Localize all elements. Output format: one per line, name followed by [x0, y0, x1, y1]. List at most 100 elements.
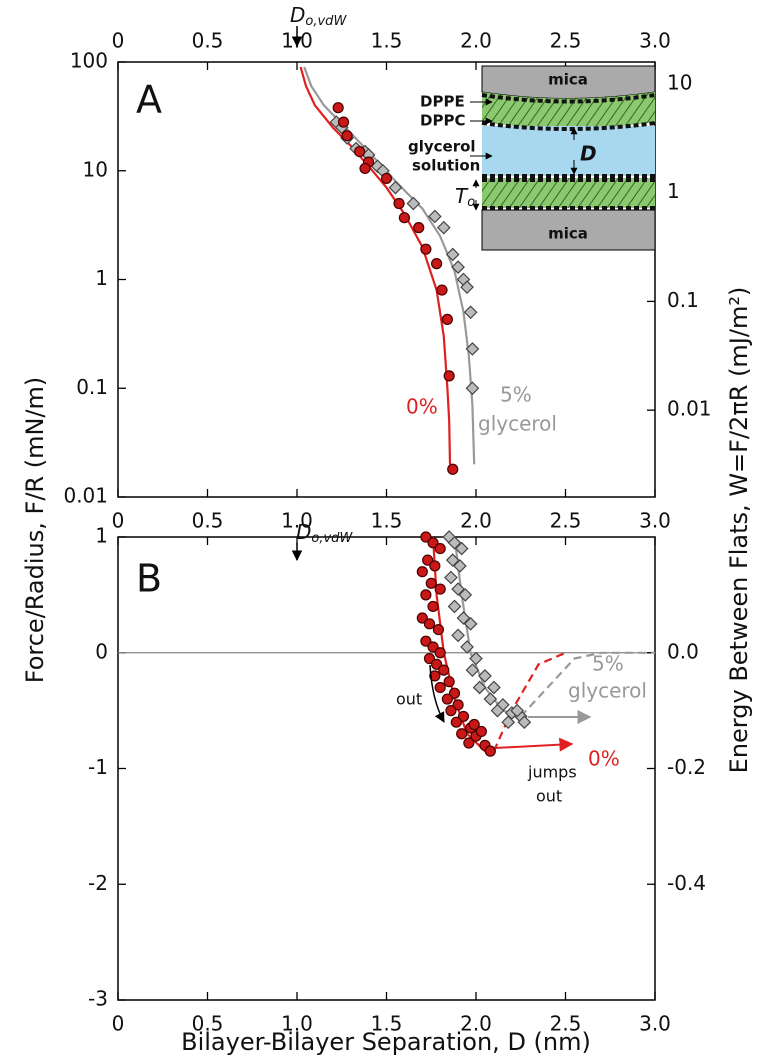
point: [450, 716, 462, 728]
point: [472, 680, 487, 695]
x-tick-label: 3.0: [639, 1012, 671, 1036]
point: [359, 162, 371, 175]
curve: [303, 66, 476, 465]
arrow: [429, 664, 445, 723]
x-axis-title: Bilayer-Bilayer Separation, D (nm): [181, 1028, 591, 1056]
point: [427, 600, 439, 613]
point: [332, 102, 344, 114]
x-tick-label: 3.0: [639, 29, 671, 53]
y-tick-label: -3: [88, 987, 108, 1011]
point: [423, 618, 436, 630]
point: [469, 651, 483, 666]
y-axis-title: Force/Radius, F/R (mN/m): [21, 377, 49, 683]
x-tick-label: 3.0: [639, 509, 671, 533]
point: [447, 535, 462, 550]
point: [457, 710, 470, 723]
y-tick-label: 100: [70, 49, 108, 73]
point: [451, 582, 465, 596]
point: [483, 692, 498, 706]
y2-tick-label: 10: [667, 70, 692, 94]
inset-label: solution: [412, 157, 480, 175]
annotation: jumps: [527, 763, 577, 782]
point: [444, 570, 458, 585]
point: [453, 559, 467, 573]
point: [438, 664, 450, 676]
x-tick-label: 1.0: [281, 509, 313, 533]
point: [478, 669, 492, 683]
point: [420, 635, 432, 647]
panel-letter: B: [136, 557, 162, 601]
point: [441, 693, 453, 705]
point: [451, 260, 465, 274]
annotation: D: [290, 3, 305, 27]
inset-label: D: [580, 142, 597, 166]
solution: [482, 126, 655, 176]
annotation: out: [396, 690, 422, 709]
point: [447, 599, 462, 614]
point: [458, 588, 473, 602]
y2-tick-label: 1: [667, 179, 680, 203]
y-tick-label: -1: [88, 755, 108, 779]
point: [434, 647, 446, 659]
point: [341, 130, 353, 142]
x-tick-label: 0: [112, 1012, 125, 1036]
y-tick-label: 1: [95, 524, 108, 548]
mica: [481, 209, 656, 251]
point: [441, 313, 453, 325]
annotation: 0%: [406, 395, 438, 419]
annotation: Do,vdW: [296, 520, 353, 546]
x-tick-label: 1.0: [281, 1012, 313, 1036]
panel-letter: A: [136, 78, 162, 122]
inset-label: glycerol: [408, 138, 476, 156]
annotation: o,vdW: [311, 531, 353, 546]
y2-tick-label: -0.2: [667, 755, 706, 779]
x-tick-label: 2.0: [460, 1012, 492, 1036]
point: [445, 553, 460, 567]
point: [445, 247, 460, 262]
annotation: out: [536, 787, 562, 806]
point: [468, 718, 480, 731]
point: [406, 196, 421, 211]
annotation: glycerol: [478, 412, 557, 436]
point: [475, 725, 487, 738]
annotation: Do,vdW: [290, 3, 347, 29]
annotation: 5%: [592, 652, 624, 676]
point: [456, 728, 468, 740]
arrow: [494, 737, 574, 752]
point: [448, 687, 461, 699]
point: [434, 583, 446, 595]
point: [388, 180, 403, 195]
y-tick-label: 0: [95, 639, 108, 663]
point: [425, 577, 437, 589]
point: [427, 209, 442, 224]
point: [501, 715, 516, 730]
point: [490, 703, 505, 718]
point: [432, 623, 445, 636]
point: [443, 370, 455, 382]
point: [484, 745, 496, 757]
point: [398, 212, 410, 224]
y2-tick-label: 0.1: [667, 288, 699, 312]
point: [451, 628, 465, 643]
point: [431, 258, 443, 270]
annotation: D: [296, 520, 311, 544]
point: [420, 531, 432, 543]
annotation: o,vdW: [305, 14, 347, 29]
point: [420, 243, 432, 255]
point: [463, 616, 478, 631]
point: [443, 676, 455, 688]
x-tick-label: 1.5: [371, 509, 403, 533]
inset-label: mica: [548, 71, 588, 89]
inset-label: o: [467, 195, 475, 210]
point: [460, 280, 474, 295]
x-tick-label: 0.5: [192, 1012, 224, 1036]
y2-tick-label: 0.0: [667, 639, 699, 663]
y2-tick-label: 0.01: [667, 397, 712, 421]
point: [510, 703, 525, 718]
point: [422, 554, 434, 566]
annotation: glycerol: [568, 679, 647, 703]
inset-label: T: [455, 184, 469, 208]
point: [434, 542, 446, 555]
point: [436, 220, 451, 235]
